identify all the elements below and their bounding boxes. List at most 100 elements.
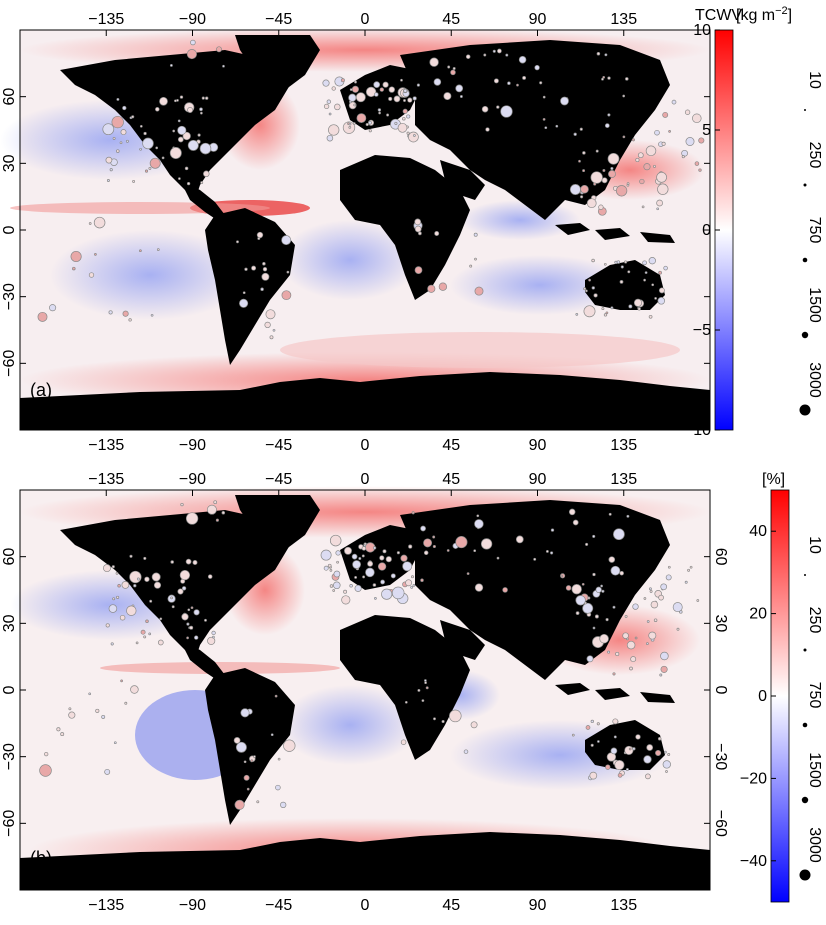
panel-b-station-marker — [408, 544, 413, 549]
panel-a-station-marker — [177, 119, 181, 123]
panel-a-station-marker — [355, 92, 366, 103]
panel-a-station-marker — [483, 53, 487, 57]
panel-b-station-marker — [628, 747, 632, 751]
panel-b-station-marker — [358, 557, 362, 560]
panel-b-station-marker — [653, 618, 658, 622]
panel-b-station-marker — [625, 768, 629, 771]
panel-a-station-marker — [661, 141, 666, 146]
panel-b-station-marker — [111, 565, 115, 569]
panel-a-station-marker — [205, 96, 209, 100]
panel-a-station-marker — [122, 105, 127, 111]
panel-b-station-marker — [336, 560, 339, 564]
panel-a-station-marker — [413, 134, 416, 137]
panel-a-station-marker — [328, 124, 340, 136]
panel-a-station-marker — [353, 103, 357, 107]
panel-b-size-legend-label: 10 — [806, 536, 823, 554]
panel-b-station-marker — [608, 512, 612, 516]
panel-a-y-tick-label-left: 60 — [1, 88, 18, 106]
panel-b-station-marker — [101, 714, 106, 719]
panel-b-station-marker — [157, 639, 164, 646]
panel-a-station-marker — [326, 99, 331, 104]
panel-a-station-marker — [443, 92, 452, 101]
panel-b-y-tick-label-left: 30 — [1, 614, 18, 632]
panel-b-axes: −135 −135 −90 −90 −45 −45 0 0 45 45 90 90 135 135 60 60… — [1, 471, 729, 914]
panel-b-station-marker — [374, 597, 377, 600]
panel-a-station-marker — [414, 218, 422, 226]
panel-b-station-marker — [648, 631, 657, 640]
panel-a-station-marker — [242, 291, 246, 295]
panel-a-station-marker — [286, 270, 290, 274]
panel-a-station-marker — [265, 309, 276, 320]
panel-a-station-marker — [190, 39, 196, 46]
panel-b-station-marker — [129, 570, 142, 584]
panel-b-station-marker — [235, 741, 247, 753]
panel-b-station-marker — [352, 560, 361, 569]
panel-b-x-tick-label-bottom: 45 — [442, 897, 460, 914]
panel-b-station-marker — [617, 772, 623, 778]
panel-b-colorbar-tick-label: 20 — [749, 606, 767, 623]
panel-b-station-marker — [684, 580, 688, 584]
panel-a-station-marker — [633, 298, 643, 307]
panel-b-station-marker — [323, 565, 329, 571]
panel-a-station-marker — [365, 122, 369, 127]
panel-b-station-marker — [361, 554, 365, 558]
panel-a-station-marker — [197, 133, 201, 137]
panel-a-station-marker — [610, 306, 614, 310]
panel-b-station-marker — [377, 562, 387, 571]
panel-b-station-marker — [396, 551, 400, 555]
panel-b-station-marker — [349, 584, 353, 588]
panel-a-station-marker — [642, 260, 647, 266]
panel-a-station-marker — [447, 65, 451, 69]
panel-b-station-marker — [333, 570, 341, 578]
panel-b-station-marker — [496, 556, 500, 560]
panel-a-y-tick-label-left: 30 — [1, 154, 18, 172]
panel-a-station-marker — [120, 129, 127, 136]
panel-b-station-marker — [243, 760, 247, 764]
panel-b-station-marker — [372, 546, 377, 550]
panel-a-colorbar-tick-label: −5 — [693, 322, 711, 339]
panel-b-station-marker — [112, 597, 116, 601]
panel-a-station-marker — [326, 134, 334, 142]
panel-a-station-marker — [354, 80, 357, 84]
panel-a-station-marker — [156, 248, 160, 251]
panel-a-station-marker — [116, 97, 120, 101]
panel-b-station-marker — [533, 557, 537, 561]
panel-b-station-marker — [104, 768, 111, 775]
panel-b-y-tick-label-left: −60 — [1, 810, 18, 837]
panel-a-station-marker — [626, 182, 630, 185]
panel-b-station-marker — [571, 584, 582, 595]
panel-b-station-marker — [149, 599, 153, 603]
panel-a-size-legend-label: 3000 — [806, 362, 823, 398]
panel-b-station-marker — [476, 514, 480, 518]
panel-b-station-marker — [88, 692, 92, 696]
panel-a-station-marker — [582, 169, 586, 173]
panel-a-station-marker — [216, 46, 222, 53]
panel-b-station-marker — [332, 589, 336, 592]
panel-b-station-marker — [635, 734, 641, 740]
panel-a-station-marker — [176, 99, 179, 102]
panel-b-station-marker — [192, 560, 198, 565]
panel-a-station-marker — [128, 318, 132, 322]
panel-a-station-marker — [139, 147, 142, 151]
panel-a-station-marker — [365, 86, 377, 98]
panel-a-y-tick-label-left: −60 — [1, 350, 18, 377]
panel-b-size-legend-label: 1500 — [806, 752, 823, 788]
panel-b-station-marker — [320, 549, 332, 561]
panel-b-station-marker — [385, 556, 392, 563]
panel-b-station-marker — [361, 546, 367, 551]
panel-a-station-marker — [684, 109, 691, 115]
panel-b-size-legend-dot — [804, 574, 806, 576]
panel-b-station-marker — [590, 719, 594, 724]
panel-b-station-marker — [571, 733, 575, 737]
panel-b-station-marker — [136, 577, 140, 581]
panel-a-size-legend-dot — [801, 331, 809, 339]
panel-b-station-marker — [643, 597, 647, 600]
panel-a-station-marker — [412, 96, 417, 101]
panel-b-station-marker — [179, 569, 191, 581]
panel-a-station-marker — [624, 260, 628, 264]
panel-b-x-tick-label-bottom: 135 — [610, 897, 637, 914]
panel-b-station-marker — [344, 546, 352, 555]
panel-a-station-marker — [522, 75, 527, 80]
panel-b-y-tick-label-right: −30 — [712, 743, 729, 770]
panel-b-station-marker — [614, 759, 625, 771]
